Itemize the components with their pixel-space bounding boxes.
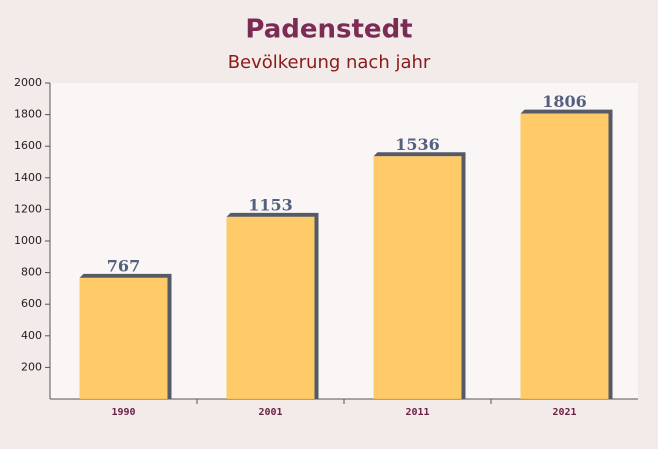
y-tick-label: 1400 — [14, 171, 42, 184]
y-tick-label: 1200 — [14, 202, 42, 215]
value-label: 767 — [107, 256, 140, 275]
bar — [373, 156, 462, 399]
bar — [226, 216, 315, 399]
x-tick-label: 2001 — [258, 407, 282, 418]
y-tick-label: 1000 — [14, 234, 42, 247]
y-tick-label: 1600 — [14, 139, 42, 152]
x-tick-label: 2021 — [552, 407, 576, 418]
y-tick-label: 800 — [21, 266, 42, 279]
y-tick-label: 600 — [21, 297, 42, 310]
y-tick-label: 2000 — [14, 76, 42, 89]
x-tick-label: 2011 — [405, 407, 429, 418]
bar — [520, 113, 609, 399]
y-tick-label: 200 — [21, 360, 42, 373]
chart-subtitle: Bevölkerung nach jahr — [228, 52, 431, 73]
x-tick-label: 1990 — [111, 407, 135, 418]
value-label: 1153 — [248, 195, 293, 214]
chart-title: Padenstedt — [245, 15, 412, 45]
bar — [79, 277, 168, 399]
y-tick-label: 1800 — [14, 108, 42, 121]
value-label: 1806 — [542, 92, 587, 111]
value-label: 1536 — [395, 135, 440, 154]
y-tick-label: 400 — [21, 329, 42, 342]
